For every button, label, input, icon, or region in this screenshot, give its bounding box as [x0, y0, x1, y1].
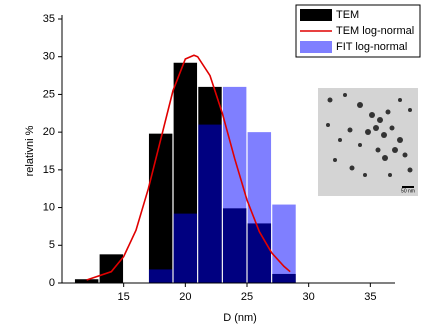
legend-swatch: [300, 9, 332, 21]
bar: [99, 254, 124, 283]
bar: [272, 204, 296, 283]
inset-image: [318, 88, 418, 196]
x-axis-title: D (nm): [223, 312, 257, 324]
legend: TEM TEM log-normal FIT log-normal: [295, 4, 421, 58]
x-tick-label: 20: [179, 291, 191, 303]
y-tick-label: 20: [43, 126, 55, 138]
x-tick-label: 15: [118, 291, 130, 303]
x-tick-label: 30: [303, 291, 315, 303]
legend-label: TEM log-normal: [336, 25, 414, 37]
x-tick-label: 35: [364, 291, 376, 303]
particles: [326, 93, 413, 177]
y-tick-label: 25: [43, 88, 55, 100]
x-tick-label: 25: [241, 291, 253, 303]
bar: [148, 269, 173, 283]
tem-inset: 50 nm: [318, 88, 418, 196]
bar: [198, 124, 222, 283]
bar: [247, 132, 272, 283]
legend-label: FIT log-normal: [336, 41, 407, 53]
y-axis-title: relativni %: [24, 125, 36, 176]
y-tick-label: 0: [49, 277, 55, 289]
y-tick-label: 10: [43, 201, 55, 213]
legend-label: TEM: [336, 9, 359, 21]
scale-label: 50 nm: [401, 188, 415, 194]
y-tick-label: 15: [43, 164, 55, 176]
bar: [148, 133, 173, 283]
y-tick-label: 35: [43, 13, 55, 25]
y-tick-label: 5: [49, 239, 55, 251]
bar: [74, 279, 99, 283]
line: [86, 54, 291, 281]
legend-swatch: [300, 41, 332, 53]
y-tick-label: 30: [43, 51, 55, 63]
bar: [173, 213, 198, 283]
